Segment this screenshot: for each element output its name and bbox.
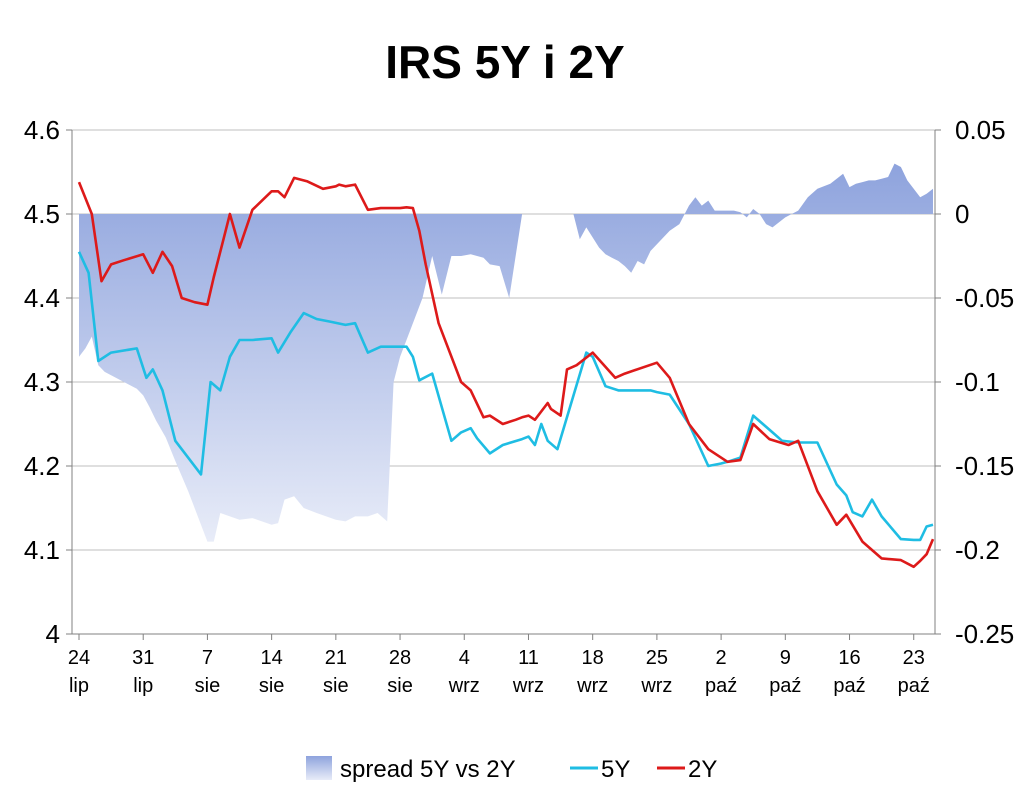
y-left-tick-label: 4 [46, 619, 60, 649]
y-right-tick-label: -0.1 [955, 367, 1000, 397]
y-left-tick-label: 4.1 [24, 535, 60, 565]
area-layer [79, 163, 933, 542]
y-right-tick-label: -0.25 [955, 619, 1014, 649]
line-5y [77, 251, 934, 542]
x-tick-label-day: 24 [68, 647, 90, 669]
x-tick-label-day: 25 [646, 647, 668, 669]
x-tick-label-day: 2 [716, 647, 727, 669]
x-tick-label-month: wrz [512, 675, 544, 697]
x-tick-label-day: 4 [459, 647, 470, 669]
y-left-tick-label: 4.6 [24, 115, 60, 145]
x-tick-label-day: 18 [582, 647, 604, 669]
x-tick-label-month: sie [195, 675, 221, 697]
x-tick-label-day: 23 [903, 647, 925, 669]
y-right-tick-label: 0.05 [955, 115, 1006, 145]
y-left-tick-label: 4.5 [24, 199, 60, 229]
x-tick-label-month: wrz [640, 675, 672, 697]
chart-title: IRS 5Y i 2Y [385, 36, 625, 88]
x-tick-label-day: 11 [518, 647, 539, 669]
x-tick-label-day: 16 [838, 647, 860, 669]
line-2y [77, 176, 935, 569]
x-tick-label-day: 31 [132, 647, 154, 669]
x-tick-label-month: paź [705, 675, 737, 697]
x-tick-label-month: sie [323, 675, 349, 697]
x-tick-label-month: wrz [448, 675, 480, 697]
y-right-tick-label: -0.2 [955, 535, 1000, 565]
y-left-tick-label: 4.4 [24, 283, 60, 313]
x-tick-label-day: 21 [325, 647, 347, 669]
legend-label-2y: 2Y [688, 756, 717, 783]
x-tick-label-day: 28 [389, 647, 411, 669]
y-left-tick-label: 4.2 [24, 451, 60, 481]
x-tick-label-month: paź [833, 675, 865, 697]
spread-area [79, 163, 933, 542]
legend: spread 5Y vs 2Y 5Y 2Y [306, 756, 717, 783]
x-tick-label-month: sie [387, 675, 413, 697]
x-tick-label-month: paź [769, 675, 801, 697]
x-tick-label-day: 14 [261, 647, 283, 669]
y-right-tick-label: -0.15 [955, 451, 1014, 481]
y-right-tick-label: 0 [955, 199, 969, 229]
x-tick-label-month: sie [259, 675, 285, 697]
x-tick-label-month: paź [898, 675, 930, 697]
line-layer [77, 176, 935, 569]
x-tick-label-day: 9 [780, 647, 791, 669]
x-tick-label-day: 7 [202, 647, 213, 669]
axes: 4 -0.25 4.1 -0.2 4.2 -0.15 4.3 -0.1 4.4 -0.05 4.5 0… [24, 115, 1014, 697]
legend-label-5y: 5Y [601, 756, 630, 783]
x-tick-label-month: lip [133, 675, 153, 697]
y-left-tick-label: 4.3 [24, 367, 60, 397]
y-right-tick-label: -0.05 [955, 283, 1014, 313]
legend-swatch-spread [306, 756, 332, 780]
x-tick-label-month: lip [69, 675, 89, 697]
legend-label-spread: spread 5Y vs 2Y [340, 756, 516, 783]
x-tick-label-month: wrz [576, 675, 608, 697]
